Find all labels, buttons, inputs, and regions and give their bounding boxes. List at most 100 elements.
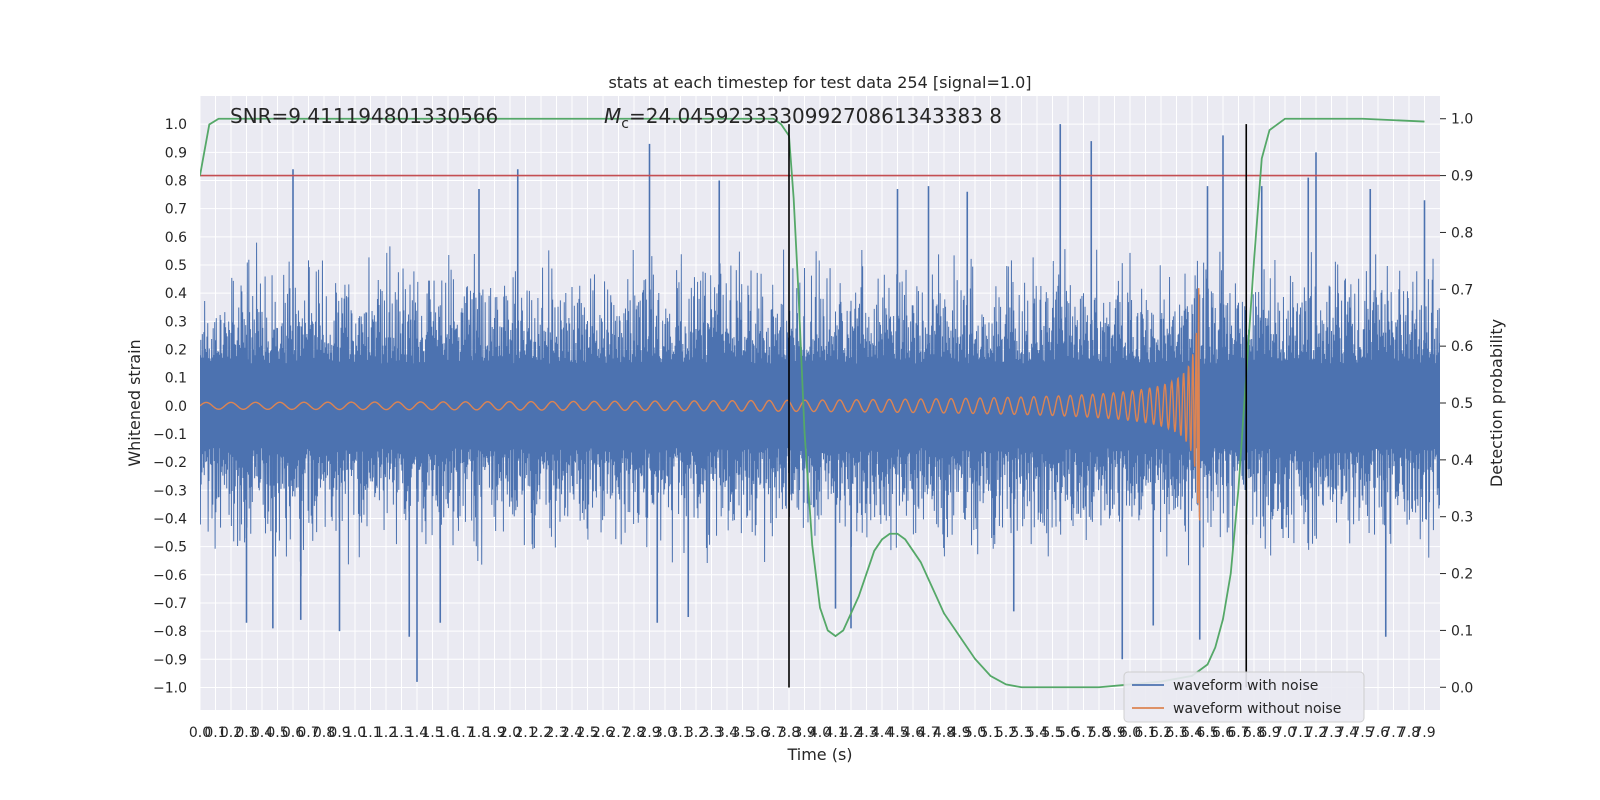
x-tick-label: 0.9 xyxy=(328,725,350,741)
y-right-tick-label: 1.0 xyxy=(1451,112,1473,128)
y-left-tick-label: −0.1 xyxy=(153,427,187,443)
x-tick-label: 6.9 xyxy=(1258,725,1280,741)
x-tick-label: 1.5 xyxy=(421,725,443,741)
mc-symbol: M xyxy=(604,104,621,128)
x-tick-label: 4.0 xyxy=(809,725,831,741)
x-tick-label: 3.1 xyxy=(669,725,691,741)
x-tick-label: 4.4 xyxy=(871,725,893,741)
x-tick-label: 2.4 xyxy=(561,725,583,741)
x-tick-label: 4.7 xyxy=(917,725,939,741)
legend: waveform with noise waveform without noi… xyxy=(1123,671,1365,723)
legend-label-noise: waveform with noise xyxy=(1173,678,1318,694)
mc-value: =24.045923333099270861343383 8 xyxy=(629,104,1002,128)
x-tick-label: 3.8 xyxy=(778,725,800,741)
x-tick-label: 4.1 xyxy=(824,725,846,741)
x-tick-label: 0.7 xyxy=(297,725,319,741)
x-axis-label: Time (s) xyxy=(786,745,852,764)
y-left-tick-label: 0.1 xyxy=(165,371,187,387)
x-tick-label: 4.2 xyxy=(840,725,862,741)
x-tick-label: 2.1 xyxy=(514,725,536,741)
legend-label-clean: waveform without noise xyxy=(1173,701,1341,717)
x-tick-label: 1.2 xyxy=(375,725,397,741)
x-tick-label: 6.3 xyxy=(1165,725,1187,741)
y-right-tick-label: 0.4 xyxy=(1451,453,1473,469)
snr-annotation: SNR=9.411194801330566 xyxy=(230,104,498,128)
y-right-tick-label: 0.5 xyxy=(1451,396,1473,412)
y-left-tick-label: 0.6 xyxy=(165,230,187,246)
x-tick-label: 6.4 xyxy=(1181,725,1203,741)
legend-box xyxy=(1123,671,1365,723)
plot-area xyxy=(200,117,1440,689)
x-tick-label: 0.2 xyxy=(220,725,242,741)
x-tick-label: 2.2 xyxy=(530,725,552,741)
x-tick-label: 2.3 xyxy=(545,725,567,741)
x-tick-label: 1.0 xyxy=(344,725,366,741)
x-tick-label: 6.2 xyxy=(1150,725,1172,741)
y-left-tick-label: 0.8 xyxy=(165,173,187,189)
x-tick-label: 0.1 xyxy=(204,725,226,741)
x-tick-label: 6.5 xyxy=(1196,725,1218,741)
x-tick-label: 7.1 xyxy=(1289,725,1311,741)
y-left-tick-label: 0.7 xyxy=(165,202,187,218)
chart-title: stats at each timestep for test data 254… xyxy=(608,73,1031,92)
y-left-tick-label: −0.3 xyxy=(153,483,187,499)
x-tick-label: 0.4 xyxy=(251,725,273,741)
x-tick-label: 1.8 xyxy=(468,725,490,741)
y-left-tick-label: −0.6 xyxy=(153,568,187,584)
x-axis-ticks: 0.00.10.20.30.40.50.60.70.80.91.01.11.21… xyxy=(189,725,1436,741)
y-left-tick-label: −0.7 xyxy=(153,596,187,612)
x-tick-label: 4.3 xyxy=(855,725,877,741)
x-tick-label: 1.1 xyxy=(359,725,381,741)
x-tick-label: 5.7 xyxy=(1072,725,1094,741)
y-right-tick-label: 0.9 xyxy=(1451,169,1473,185)
x-tick-label: 2.7 xyxy=(607,725,629,741)
y-left-tick-label: 0.0 xyxy=(165,399,187,415)
y-left-tick-label: −0.4 xyxy=(153,511,187,527)
y-left-tick-label: −0.9 xyxy=(153,652,187,668)
x-tick-label: 2.9 xyxy=(638,725,660,741)
x-tick-label: 6.8 xyxy=(1243,725,1265,741)
x-tick-label: 5.8 xyxy=(1088,725,1110,741)
x-tick-label: 5.4 xyxy=(1026,725,1048,741)
y-axis-right-ticks: 0.0 0.1 0.2 0.3 0.4 0.5 0.6 0.7 0.8 0.9 1.0 xyxy=(1440,112,1473,696)
x-tick-label: 3.9 xyxy=(793,725,815,741)
y-axis-right-label: Detection probability xyxy=(1487,319,1506,487)
x-tick-label: 6.0 xyxy=(1119,725,1141,741)
x-tick-label: 0.0 xyxy=(189,725,211,741)
x-tick-label: 2.6 xyxy=(592,725,614,741)
x-tick-label: 3.3 xyxy=(700,725,722,741)
y-left-tick-label: −0.8 xyxy=(153,624,187,640)
y-right-tick-label: 0.3 xyxy=(1451,510,1473,526)
x-tick-label: 7.9 xyxy=(1413,725,1435,741)
x-tick-label: 2.8 xyxy=(623,725,645,741)
x-tick-label: 0.8 xyxy=(313,725,335,741)
x-tick-label: 2.5 xyxy=(576,725,598,741)
x-tick-label: 7.7 xyxy=(1382,725,1404,741)
x-tick-label: 3.5 xyxy=(731,725,753,741)
x-tick-label: 4.8 xyxy=(933,725,955,741)
x-tick-label: 1.3 xyxy=(390,725,412,741)
x-tick-label: 3.4 xyxy=(716,725,738,741)
y-left-tick-label: −0.2 xyxy=(153,455,187,471)
x-tick-label: 5.5 xyxy=(1041,725,1063,741)
x-tick-label: 6.1 xyxy=(1134,725,1156,741)
y-axis-left-ticks: −1.0 −0.9 −0.8 −0.7 −0.6 −0.5 −0.4 −0.3 −0.2 −0.1… xyxy=(153,117,187,696)
y-right-tick-label: 0.0 xyxy=(1451,680,1473,696)
x-tick-label: 7.0 xyxy=(1274,725,1296,741)
x-tick-label: 7.8 xyxy=(1398,725,1420,741)
x-tick-label: 5.3 xyxy=(1010,725,1032,741)
x-tick-label: 0.5 xyxy=(266,725,288,741)
x-tick-label: 1.4 xyxy=(406,725,428,741)
y-left-tick-label: 1.0 xyxy=(165,117,187,133)
x-tick-label: 7.5 xyxy=(1351,725,1373,741)
x-tick-label: 5.1 xyxy=(979,725,1001,741)
x-tick-label: 0.6 xyxy=(282,725,304,741)
x-tick-label: 7.4 xyxy=(1336,725,1358,741)
y-axis-left-label: Whitened strain xyxy=(125,339,144,466)
x-tick-label: 5.9 xyxy=(1103,725,1125,741)
x-tick-label: 3.0 xyxy=(654,725,676,741)
x-tick-label: 4.6 xyxy=(902,725,924,741)
x-tick-label: 7.6 xyxy=(1367,725,1389,741)
y-left-tick-label: −0.5 xyxy=(153,540,187,556)
